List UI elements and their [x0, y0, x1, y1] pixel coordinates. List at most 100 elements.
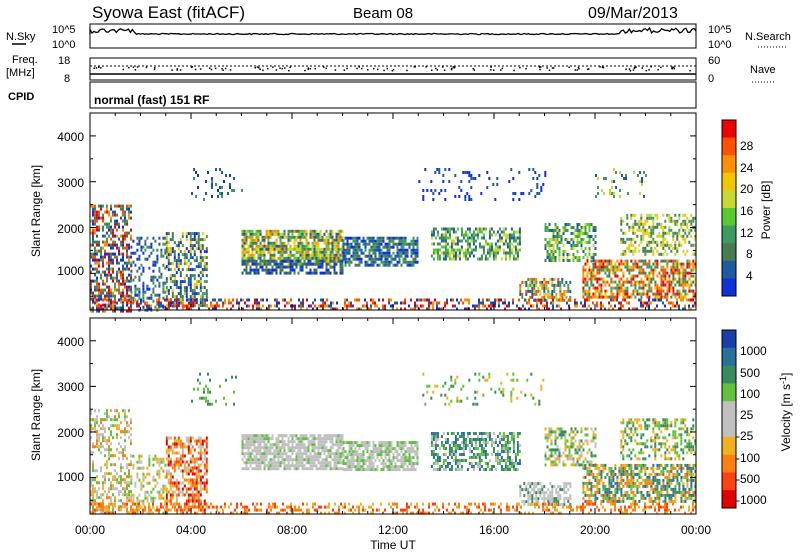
velocity-cell [96, 415, 98, 419]
velocity-cell [118, 451, 120, 455]
velocity-cell [169, 460, 172, 464]
velocity-cell [132, 493, 135, 497]
power-cell [106, 294, 108, 298]
velocity-cell [263, 461, 266, 465]
power-cell [544, 298, 546, 302]
velocity-cell [98, 496, 100, 500]
power-cell [321, 271, 324, 275]
power-cell [251, 229, 254, 233]
power-cell [525, 289, 528, 293]
power-cell [160, 254, 163, 258]
power-cell [225, 174, 227, 177]
power-cell [273, 229, 276, 233]
velocity-cell [301, 467, 304, 471]
velocity-cell [179, 445, 182, 449]
power-cell [185, 286, 188, 290]
velocity-cell [167, 481, 170, 485]
power-cell [98, 309, 100, 313]
power-cell [566, 223, 569, 226]
velocity-cell [122, 502, 124, 506]
power-cell [424, 168, 427, 171]
velocity-cell [173, 484, 176, 488]
power-cell [106, 279, 108, 283]
power-cell [156, 293, 159, 297]
power-cell [100, 288, 102, 292]
power-cell [474, 304, 476, 308]
power-cell [516, 248, 519, 252]
power-cell [299, 265, 302, 269]
velocity-cell [120, 478, 122, 482]
power-cell [500, 230, 503, 234]
power-cell [442, 257, 445, 261]
power-cell [130, 251, 133, 255]
velocity-cell [110, 472, 112, 476]
power-cell [468, 195, 471, 198]
power-cell [106, 285, 108, 289]
power-cell [325, 259, 328, 263]
power-cell [472, 254, 475, 258]
power-cell [154, 284, 157, 288]
power-cell [618, 286, 621, 290]
power-cell [672, 271, 675, 275]
power-cell [557, 277, 560, 281]
velocity-cell [245, 464, 248, 468]
power-cell [656, 298, 658, 302]
power-cell [333, 262, 336, 266]
power-cell [319, 262, 322, 266]
power-cell [545, 298, 548, 302]
freq-dot [258, 67, 260, 69]
power-cell [660, 292, 663, 296]
power-cell [108, 285, 110, 289]
power-cell [327, 253, 330, 257]
power-cell [169, 277, 172, 281]
velocity-cell [301, 440, 304, 444]
power-cell [171, 280, 174, 284]
power-cell [640, 298, 642, 302]
power-cell [140, 263, 143, 267]
power-cell [639, 180, 641, 183]
power-cell [668, 231, 671, 235]
power-cell [242, 307, 244, 311]
power-cell [464, 171, 467, 174]
power-cell [584, 241, 587, 244]
power-cell [458, 186, 461, 189]
velocity-cell [281, 437, 284, 441]
power-cell [548, 256, 551, 259]
power-cell [110, 204, 112, 208]
power-cell [251, 250, 254, 254]
power-cell [206, 304, 208, 308]
power-cell [636, 262, 639, 266]
freq-dot [453, 66, 456, 69]
power-cell [626, 280, 629, 284]
power-cell [394, 242, 397, 246]
power-cell [680, 262, 683, 266]
power-cell [92, 291, 94, 295]
power-cell [460, 248, 463, 252]
power-cell [494, 257, 497, 261]
velocity-cell [96, 433, 98, 437]
power-cell [158, 269, 161, 273]
power-cell [586, 232, 589, 235]
power-cell [422, 304, 424, 308]
velocity-cell [112, 463, 114, 467]
power-cell [672, 292, 675, 296]
power-cell [110, 228, 112, 232]
power-cell [317, 259, 320, 263]
power-cell [448, 257, 451, 261]
power-cell [624, 265, 627, 269]
velocity-cell [275, 437, 278, 441]
power-cell [126, 291, 128, 295]
power-cell [559, 283, 562, 287]
power-cell [394, 236, 397, 240]
power-cell [648, 259, 651, 263]
power-cell [297, 244, 300, 248]
power-cell [183, 262, 186, 266]
power-cell [430, 254, 433, 258]
velocity-cell [249, 440, 252, 444]
power-cell [592, 253, 595, 256]
power-cell [191, 256, 194, 260]
power-cell [295, 256, 298, 260]
power-cell [521, 292, 524, 296]
power-colorbar-swatch [722, 172, 736, 191]
freq-scatter [93, 66, 691, 72]
